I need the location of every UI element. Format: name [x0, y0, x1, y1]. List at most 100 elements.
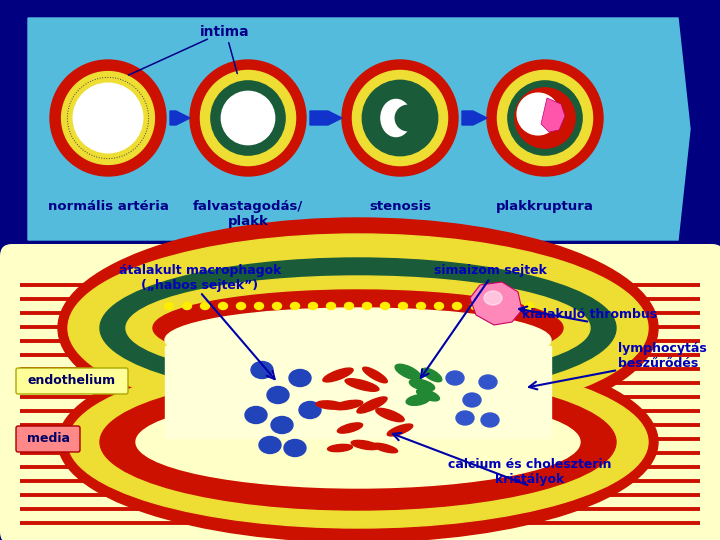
Ellipse shape: [344, 302, 354, 309]
Ellipse shape: [345, 379, 379, 392]
Ellipse shape: [381, 99, 411, 137]
Ellipse shape: [479, 375, 497, 389]
Ellipse shape: [363, 367, 387, 383]
Circle shape: [487, 60, 603, 176]
Polygon shape: [310, 111, 342, 125]
Ellipse shape: [58, 218, 658, 438]
Ellipse shape: [290, 302, 300, 309]
Ellipse shape: [323, 368, 353, 382]
Ellipse shape: [316, 401, 344, 409]
Ellipse shape: [452, 302, 462, 309]
Text: simaizom sejtek: simaizom sejtek: [433, 264, 546, 277]
Ellipse shape: [484, 291, 502, 305]
Circle shape: [353, 70, 448, 166]
Ellipse shape: [506, 302, 516, 309]
Ellipse shape: [357, 397, 387, 413]
Ellipse shape: [333, 400, 363, 410]
Ellipse shape: [417, 389, 439, 401]
Text: normális artéria: normális artéria: [48, 200, 168, 213]
FancyBboxPatch shape: [0, 244, 720, 540]
Circle shape: [342, 60, 458, 176]
Ellipse shape: [463, 393, 481, 407]
Ellipse shape: [289, 369, 311, 387]
Ellipse shape: [126, 276, 590, 380]
Ellipse shape: [338, 423, 363, 433]
Ellipse shape: [100, 258, 616, 398]
Bar: [15, 270, 715, 532]
Ellipse shape: [326, 302, 336, 309]
Circle shape: [211, 81, 285, 155]
FancyBboxPatch shape: [16, 368, 128, 394]
Ellipse shape: [100, 374, 616, 510]
Ellipse shape: [299, 402, 321, 418]
Polygon shape: [470, 282, 522, 325]
Ellipse shape: [395, 364, 421, 380]
Text: átalakult macrophagok
(„habos sejtek”): átalakult macrophagok („habos sejtek”): [119, 264, 282, 292]
Text: stenosis: stenosis: [369, 200, 431, 213]
Ellipse shape: [58, 342, 658, 540]
Circle shape: [362, 80, 438, 156]
Circle shape: [517, 93, 559, 135]
Circle shape: [190, 60, 306, 176]
Ellipse shape: [272, 302, 282, 309]
Polygon shape: [541, 98, 565, 132]
Polygon shape: [28, 18, 690, 240]
Ellipse shape: [259, 436, 281, 454]
Text: falvastagodás/
plakk: falvastagodás/ plakk: [193, 200, 303, 228]
Ellipse shape: [254, 302, 264, 309]
Ellipse shape: [362, 302, 372, 309]
Ellipse shape: [372, 443, 397, 453]
Ellipse shape: [164, 302, 174, 309]
Circle shape: [515, 88, 575, 148]
Bar: [165, 346, 551, 438]
Text: kialakuló thrombus: kialakuló thrombus: [523, 308, 657, 321]
FancyBboxPatch shape: [16, 426, 80, 452]
Ellipse shape: [398, 302, 408, 309]
Text: calcium és choleszterin
kristályok: calcium és choleszterin kristályok: [449, 458, 612, 486]
Ellipse shape: [406, 395, 430, 406]
Ellipse shape: [200, 302, 210, 309]
Circle shape: [73, 83, 143, 153]
Ellipse shape: [351, 441, 379, 450]
Ellipse shape: [165, 308, 551, 372]
Ellipse shape: [380, 302, 390, 309]
Ellipse shape: [416, 302, 426, 309]
Ellipse shape: [182, 302, 192, 309]
Circle shape: [200, 70, 296, 166]
Ellipse shape: [68, 234, 648, 422]
Ellipse shape: [524, 302, 534, 309]
Circle shape: [62, 72, 154, 164]
Ellipse shape: [376, 408, 404, 422]
Ellipse shape: [218, 302, 228, 309]
Ellipse shape: [251, 361, 273, 379]
Polygon shape: [462, 111, 487, 125]
Ellipse shape: [488, 302, 498, 309]
Ellipse shape: [410, 379, 435, 391]
Ellipse shape: [422, 368, 442, 382]
Ellipse shape: [267, 387, 289, 403]
Polygon shape: [170, 111, 190, 125]
Ellipse shape: [245, 407, 267, 423]
Text: intima: intima: [200, 25, 250, 39]
Circle shape: [498, 70, 593, 166]
Text: plakkruptura: plakkruptura: [496, 200, 594, 213]
Ellipse shape: [284, 440, 306, 456]
Ellipse shape: [470, 302, 480, 309]
Ellipse shape: [434, 302, 444, 309]
Circle shape: [508, 81, 582, 155]
Ellipse shape: [153, 290, 563, 366]
Ellipse shape: [308, 302, 318, 309]
Text: lymphocytás
beszűrődés: lymphocytás beszűrődés: [618, 342, 707, 370]
Ellipse shape: [236, 302, 246, 309]
Circle shape: [50, 60, 166, 176]
Ellipse shape: [136, 396, 580, 488]
Ellipse shape: [456, 411, 474, 425]
Ellipse shape: [481, 413, 499, 427]
Text: media: media: [27, 433, 70, 446]
Circle shape: [221, 91, 275, 145]
Ellipse shape: [328, 444, 353, 451]
Ellipse shape: [271, 416, 293, 434]
Ellipse shape: [387, 424, 413, 436]
Ellipse shape: [446, 371, 464, 385]
Ellipse shape: [68, 356, 648, 528]
